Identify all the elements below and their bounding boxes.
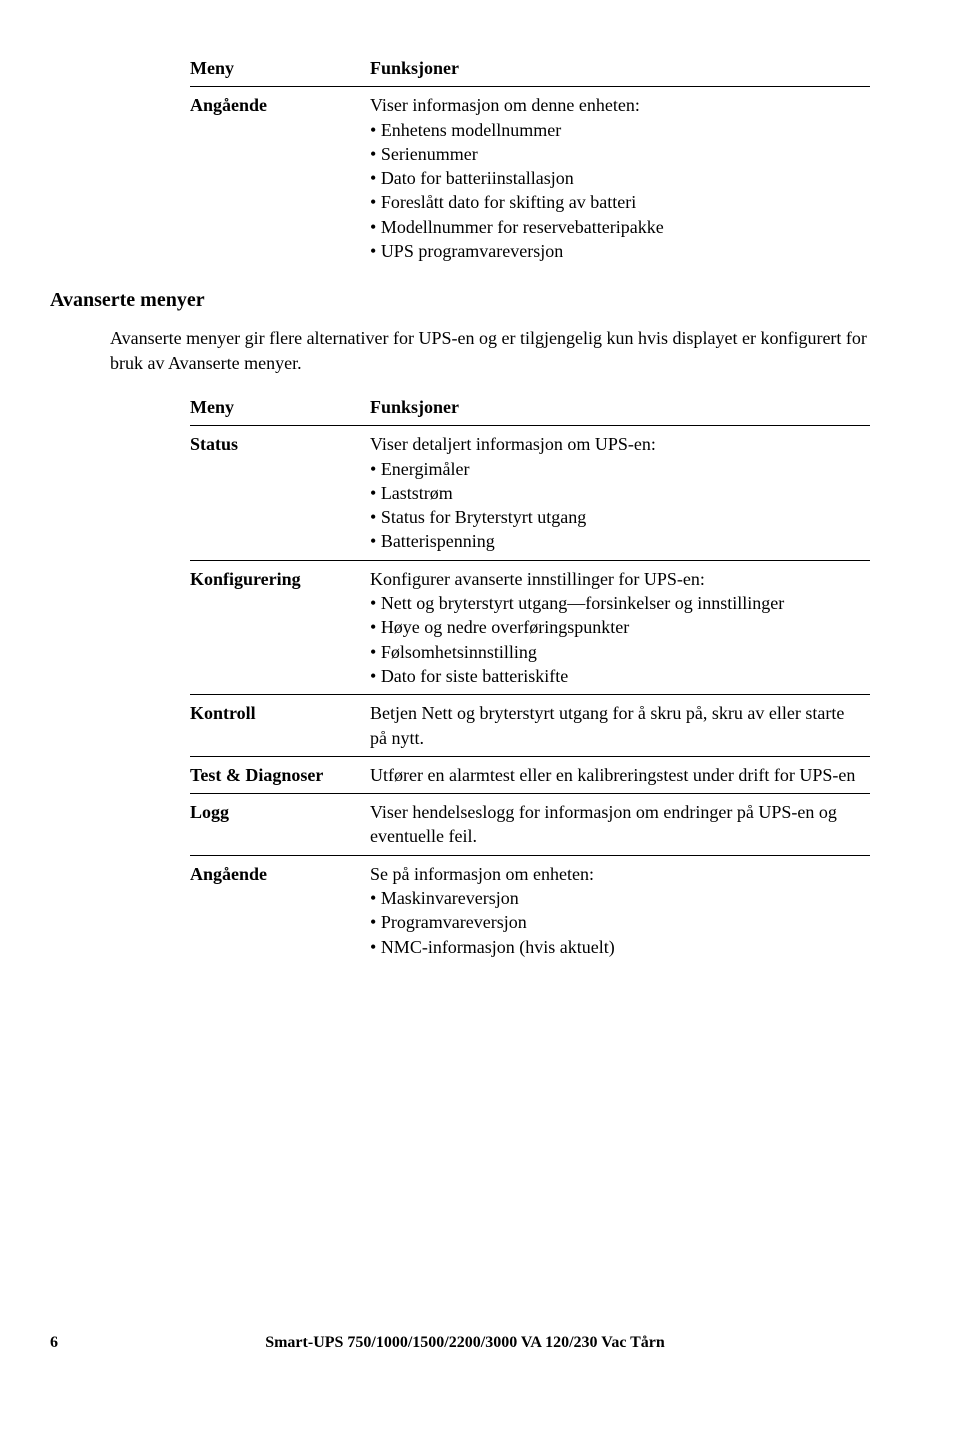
bullet-item: Programvareversjon [370, 910, 860, 934]
func-cell: Konfigurer avanserte innstillinger for U… [370, 560, 870, 694]
menu-cell: Angående [190, 855, 370, 965]
bullet-item: Nett og bryterstyrt utgang—forsinkelser … [370, 591, 860, 615]
bullet-item: UPS programvareversjon [370, 239, 860, 263]
menu-cell: Logg [190, 794, 370, 856]
menu-table-1: Meny Funksjoner Angående Viser informasj… [190, 50, 870, 269]
bullet-item: Modellnummer for reservebatteripakke [370, 215, 860, 239]
func-cell: Utfører en alarmtest eller en kalibrerin… [370, 756, 870, 793]
bullet-item: Følsomhetsinnstilling [370, 640, 860, 664]
desc-intro: Se på informasjon om enheten: [370, 864, 594, 884]
desc-intro: Utfører en alarmtest eller en kalibrerin… [370, 765, 855, 785]
menu-cell: Test & Diagnoser [190, 756, 370, 793]
menu-cell: Angående [190, 87, 370, 270]
desc-intro: Konfigurer avanserte innstillinger for U… [370, 569, 705, 589]
func-cell: Viser detaljert informasjon om UPS-en: E… [370, 426, 870, 560]
footer-title: Smart-UPS 750/1000/1500/2200/3000 VA 120… [50, 1334, 880, 1352]
func-cell: Viser informasjon om denne enheten: Enhe… [370, 87, 870, 270]
desc-intro: Viser detaljert informasjon om UPS-en: [370, 434, 656, 454]
table-row: Status Viser detaljert informasjon om UP… [190, 426, 870, 560]
desc-intro: Viser hendelseslogg for informasjon om e… [370, 802, 837, 846]
section-heading: Avanserte menyer [50, 289, 880, 312]
section-paragraph: Avanserte menyer gir flere alternativer … [110, 326, 870, 375]
bullet-item: NMC-informasjon (hvis aktuelt) [370, 935, 860, 959]
page-number: 6 [50, 1334, 58, 1352]
table-row: Angående Viser informasjon om denne enhe… [190, 87, 870, 270]
desc-intro: Betjen Nett og bryterstyrt utgang for å … [370, 703, 844, 747]
bullet-list: MaskinvareversjonProgramvareversjonNMC-i… [370, 886, 860, 959]
menu-table-2: Meny Funksjoner Status Viser detaljert i… [190, 389, 870, 965]
bullet-item: Dato for batteriinstallasjon [370, 166, 860, 190]
table-row: Kontroll Betjen Nett og bryterstyrt utga… [190, 695, 870, 757]
bullet-item: Dato for siste batteriskifte [370, 664, 860, 688]
page-footer: 6 Smart-UPS 750/1000/1500/2200/3000 VA 1… [50, 1334, 880, 1352]
bullet-item: Enhetens modellnummer [370, 118, 860, 142]
func-cell: Se på informasjon om enheten: Maskinvare… [370, 855, 870, 965]
table1-header-func: Funksjoner [370, 50, 870, 87]
bullet-list: Nett og bryterstyrt utgang—forsinkelser … [370, 591, 860, 688]
table-row: Angående Se på informasjon om enheten: M… [190, 855, 870, 965]
bullet-list: Enhetens modellnummerSerienummerDato for… [370, 118, 860, 264]
menu-cell: Konfigurering [190, 560, 370, 694]
bullet-item: Foreslått dato for skifting av batteri [370, 190, 860, 214]
table-row: Konfigurering Konfigurer avanserte innst… [190, 560, 870, 694]
func-cell: Viser hendelseslogg for informasjon om e… [370, 794, 870, 856]
bullet-item: Maskinvareversjon [370, 886, 860, 910]
menu-cell: Kontroll [190, 695, 370, 757]
desc-intro: Viser informasjon om denne enheten: [370, 95, 640, 115]
table2-header-func: Funksjoner [370, 389, 870, 426]
func-cell: Betjen Nett og bryterstyrt utgang for å … [370, 695, 870, 757]
bullet-item: Energimåler [370, 457, 860, 481]
bullet-item: Høye og nedre overføringspunkter [370, 615, 860, 639]
bullet-list: EnergimålerLaststrømStatus for Brytersty… [370, 457, 860, 554]
table1-header-menu: Meny [190, 50, 370, 87]
bullet-item: Status for Bryterstyrt utgang [370, 505, 860, 529]
bullet-item: Serienummer [370, 142, 860, 166]
bullet-item: Batterispenning [370, 529, 860, 553]
menu-cell: Status [190, 426, 370, 560]
table-row: Test & Diagnoser Utfører en alarmtest el… [190, 756, 870, 793]
table2-header-menu: Meny [190, 389, 370, 426]
bullet-item: Laststrøm [370, 481, 860, 505]
table-row: Logg Viser hendelseslogg for informasjon… [190, 794, 870, 856]
